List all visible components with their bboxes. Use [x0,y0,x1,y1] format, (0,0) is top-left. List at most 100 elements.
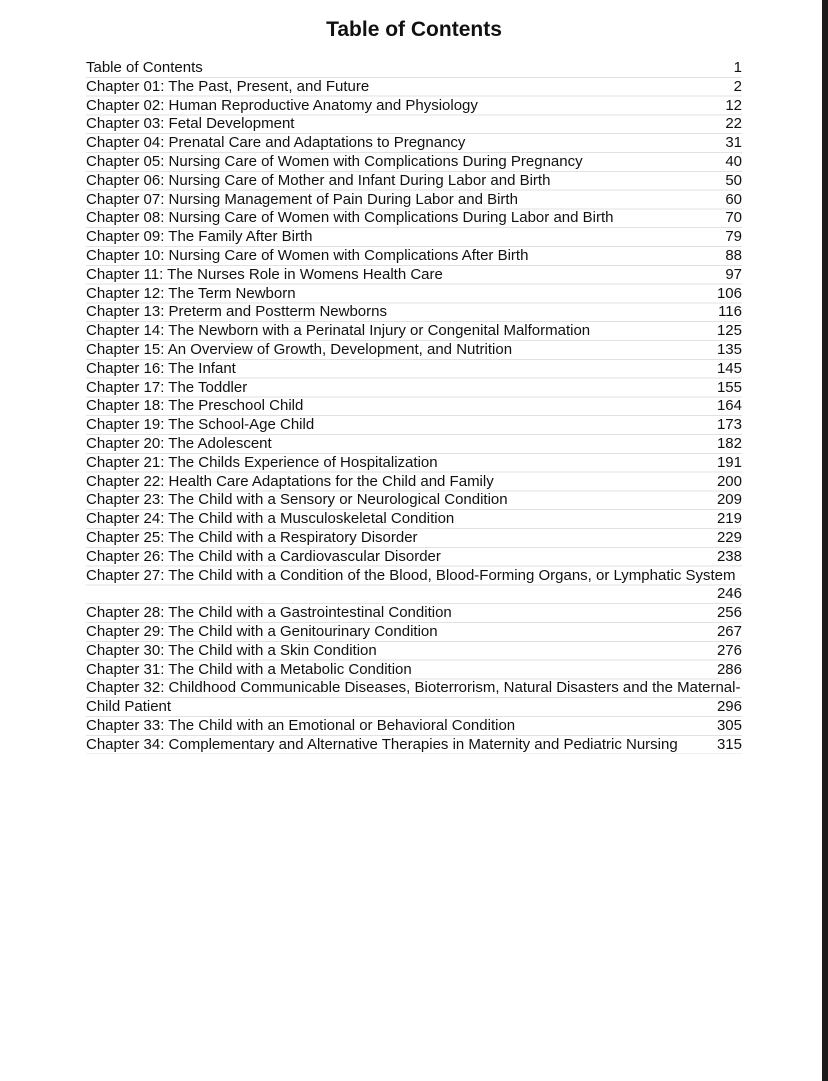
toc-entry-page: 164 [716,397,742,415]
toc-entry-page: 209 [716,491,742,509]
toc-entry[interactable]: Chapter 19: The School-Age Child 173 [86,416,742,435]
toc-entry[interactable]: Chapter 03: Fetal Development 22 [86,115,742,134]
toc-entry-page: 1 [733,59,742,76]
toc-entry[interactable]: Chapter 15: An Overview of Growth, Devel… [86,341,742,360]
toc-entry-title: Chapter 30: The Child with a Skin Condit… [86,641,377,659]
toc-entry[interactable]: Chapter 31: The Child with a Metabolic C… [86,661,742,680]
toc-entry-title: Chapter 05: Nursing Care of Women with C… [86,152,583,170]
page-title: Table of Contents [326,18,502,41]
toc-entry-page: 40 [725,152,742,170]
toc-entry-title: Chapter 21: The Childs Experience of Hos… [86,453,438,471]
toc-entry[interactable]: Chapter 26: The Child with a Cardiovascu… [86,548,742,567]
toc-entry-page: 315 [716,735,742,753]
toc-entry-page: 173 [716,416,742,434]
toc-entry-page: 219 [716,510,742,528]
toc-entry-title: Table of Contents [86,59,203,76]
toc-entry[interactable]: Chapter 28: The Child with a Gastrointes… [86,604,742,623]
toc-entry-title: Chapter 06: Nursing Care of Mother and I… [86,171,551,189]
toc-entry-page: 22 [725,115,742,133]
toc-entry-page: 191 [716,453,742,471]
toc-entry[interactable]: Chapter 01: The Past, Present, and Futur… [86,78,742,97]
toc-entry[interactable]: Chapter 21: The Childs Experience of Hos… [86,454,742,473]
toc-entry[interactable]: Chapter 23: The Child with a Sensory or … [86,491,742,510]
toc-entry[interactable]: Chapter 25: The Child with a Respiratory… [86,529,742,548]
toc-entry-title: Chapter 10: Nursing Care of Women with C… [86,246,529,264]
toc-entry-title: Chapter 14: The Newborn with a Perinatal… [86,322,591,340]
toc-entry-title: Chapter 04: Prenatal Care and Adaptation… [86,134,466,152]
toc-entry-page: 238 [716,547,742,565]
toc-entry[interactable]: Table of Contents 1 [86,59,742,78]
toc-entry-title: Chapter 15: An Overview of Growth, Devel… [86,340,513,358]
toc-entry-title: Chapter 12: The Term Newborn [86,284,296,302]
toc-entry-title: Chapter 13: Preterm and Postterm Newborn… [86,303,387,321]
toc-entry[interactable]: Chapter 12: The Term Newborn 106 [86,285,742,304]
toc-entry[interactable]: Chapter 27: The Child with a Condition o… [86,567,742,605]
toc-entry[interactable]: Chapter 20: The Adolescent 182 [86,435,742,454]
toc-list: Table of Contents 1 Chapter 01: The Past,… [86,59,742,755]
toc-entry[interactable]: Chapter 08: Nursing Care of Women with C… [86,209,742,228]
toc-entry-title: Chapter 03: Fetal Development [86,115,295,133]
toc-entry-title: Chapter 20: The Adolescent [86,434,272,452]
toc-entry-page: 12 [725,96,742,114]
toc-entry-page: 60 [725,190,742,208]
toc-entry-page: 256 [716,604,742,622]
toc-entry[interactable]: Chapter 07: Nursing Management of Pain D… [86,191,742,210]
toc-entry-page: 106 [716,284,742,302]
toc-entry-title: Chapter 26: The Child with a Cardiovascu… [86,547,441,565]
toc-entry[interactable]: Chapter 09: The Family After Birth 79 [86,228,742,247]
toc-entry[interactable]: Chapter 22: Health Care Adaptations for … [86,473,742,492]
toc-entry-title: Chapter 18: The Preschool Child [86,397,304,415]
toc-entry[interactable]: Chapter 29: The Child with a Genitourina… [86,623,742,642]
toc-entry-title: Chapter 24: The Child with a Musculoskel… [86,510,455,528]
toc-entry[interactable]: Chapter 06: Nursing Care of Mother and I… [86,172,742,191]
toc-entry-page: 155 [716,378,742,396]
toc-entry-title: Chapter 02: Human Reproductive Anatomy a… [86,96,478,114]
toc-entry-page: 182 [716,434,742,452]
toc-entry[interactable]: Chapter 11: The Nurses Role in Womens He… [86,266,742,285]
toc-entry-page: 286 [716,660,742,678]
toc-entry[interactable]: Chapter 34: Complementary and Alternativ… [86,736,742,755]
toc-entry-title: Chapter 01: The Past, Present, and Futur… [86,77,370,95]
toc-entry[interactable]: Chapter 32: Childhood Communicable Disea… [86,679,742,717]
toc-entry-page: 31 [725,134,742,152]
toc-entry-title: Chapter 27: The Child with a Condition o… [86,566,736,584]
toc-entry-page: 246 [716,585,742,603]
toc-entry-title: Chapter 28: The Child with a Gastrointes… [86,604,452,622]
toc-entry-title: Chapter 23: The Child with a Sensory or … [86,491,508,509]
toc-entry[interactable]: Chapter 02: Human Reproductive Anatomy a… [86,97,742,116]
toc-entry-page: 135 [716,340,742,358]
toc-entry-page: 2 [733,77,742,95]
toc-entry[interactable]: Chapter 14: The Newborn with a Perinatal… [86,322,742,341]
toc-entry-title: Chapter 16: The Infant [86,359,236,377]
toc-entry[interactable]: Chapter 16: The Infant 145 [86,360,742,379]
toc-entry-title: Chapter 31: The Child with a Metabolic C… [86,660,412,678]
toc-entry[interactable]: Chapter 24: The Child with a Musculoskel… [86,510,742,529]
toc-entry[interactable]: Chapter 05: Nursing Care of Women with C… [86,153,742,172]
toc-entry-page: 116 [718,303,742,321]
toc-entry-page: 200 [716,472,742,490]
toc-entry[interactable]: Chapter 30: The Child with a Skin Condit… [86,642,742,661]
toc-entry[interactable]: Chapter 18: The Preschool Child 164 [86,397,742,416]
toc-entry[interactable]: Chapter 17: The Toddler 155 [86,379,742,398]
toc-entry-title: Chapter 29: The Child with a Genitourina… [86,622,438,640]
toc-entry-title: Chapter 25: The Child with a Respiratory… [86,528,418,546]
toc-entry[interactable]: Chapter 04: Prenatal Care and Adaptation… [86,134,742,153]
toc-entry-title: Chapter 33: The Child with an Emotional … [86,716,516,734]
toc-entry-page: 276 [716,641,742,659]
toc-entry-page: 305 [716,716,742,734]
toc-entry[interactable]: Chapter 33: The Child with an Emotional … [86,717,742,736]
toc-entry[interactable]: Chapter 10: Nursing Care of Women with C… [86,247,742,266]
toc-entry-title: Chapter 32: Childhood Communicable Disea… [86,679,741,716]
toc-entry-page: 97 [725,265,742,283]
toc-entry-title: Chapter 17: The Toddler [86,378,248,396]
toc-entry-page: 145 [716,359,742,377]
toc-entry-page: 79 [725,228,742,246]
toc-entry-title: Chapter 09: The Family After Birth [86,228,313,246]
toc-entry-title: Chapter 07: Nursing Management of Pain D… [86,190,518,208]
toc-entry-page: 125 [716,322,742,340]
toc-entry[interactable]: Chapter 13: Preterm and Postterm Newborn… [86,303,742,322]
toc-entry-page: 50 [725,171,742,189]
toc-entry-title: Chapter 08: Nursing Care of Women with C… [86,209,614,227]
toc-entry-page: 88 [725,246,742,264]
